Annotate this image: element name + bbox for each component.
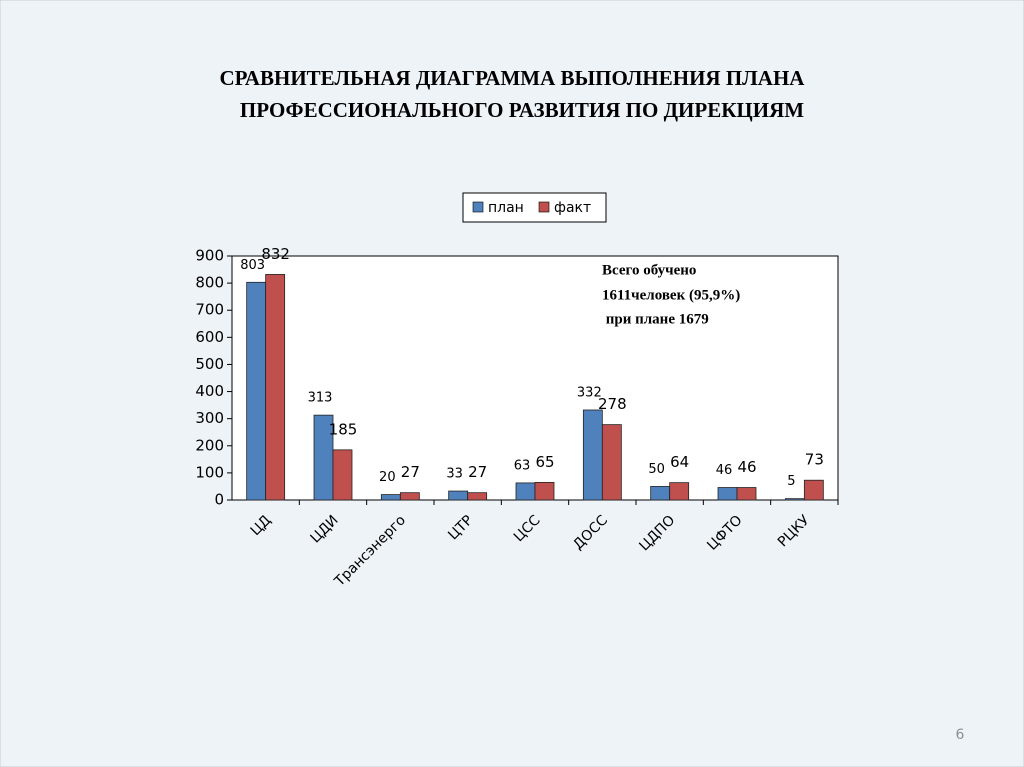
legend-swatch [472,201,484,213]
value-label: 73 [805,451,824,469]
value-label: 5 [787,474,795,489]
legend-swatch [538,201,550,213]
bar [803,479,824,501]
bar [650,486,671,501]
legend-box [462,192,607,223]
value-label: 832 [261,245,290,263]
y-tick-label: 700 [195,301,224,319]
y-tick-label: 400 [195,382,224,400]
bar [515,482,536,501]
bar [669,482,690,501]
chart-title: ПРОФЕССИОНАЛЬНОГО РАЗВИТИЯ ПО ДИРЕКЦИЯМ [240,98,804,122]
bar [265,274,286,501]
bar [246,281,267,501]
legend-label: факт [554,200,591,216]
value-label: 63 [514,458,531,473]
annotation: Всего обучено [602,262,696,278]
bar [717,487,738,501]
bar [380,494,401,501]
bar [736,487,757,501]
value-label: 332 [577,385,602,400]
value-label: 27 [468,463,487,481]
chart-title: СРАВНИТЕЛЬНАЯ ДИАГРАММА ВЫПОЛНЕНИЯ ПЛАНА [220,66,806,90]
bar [448,490,469,501]
value-label: 33 [446,467,463,482]
y-tick-label: 600 [195,328,224,346]
y-tick-label: 0 [214,491,224,509]
bar [534,481,555,501]
bar [332,449,353,501]
y-tick-label: 800 [195,274,224,292]
value-label: 185 [329,420,358,438]
value-label: 803 [240,258,265,273]
y-tick-label: 300 [195,409,224,427]
bar [784,498,805,501]
value-label: 46 [716,463,733,478]
annotation: 1611человек (95,9%) [602,287,740,303]
value-label: 50 [648,462,665,477]
value-label: 46 [737,458,756,476]
bar [601,424,622,501]
value-label: 313 [308,391,333,406]
value-label: 65 [535,453,554,471]
legend-label: план [488,200,524,216]
value-label: 278 [598,395,627,413]
value-label: 64 [670,453,689,471]
y-tick-label: 900 [195,247,224,265]
bar [399,492,420,501]
y-tick-label: 500 [195,355,224,373]
value-label: 20 [379,470,396,485]
page-number: 6 [956,727,965,743]
bar [582,409,603,501]
y-tick-label: 200 [195,436,224,454]
bar [467,492,488,501]
value-label: 27 [401,463,420,481]
annotation: при плане 1679 [602,311,709,327]
y-tick-label: 100 [195,463,224,481]
